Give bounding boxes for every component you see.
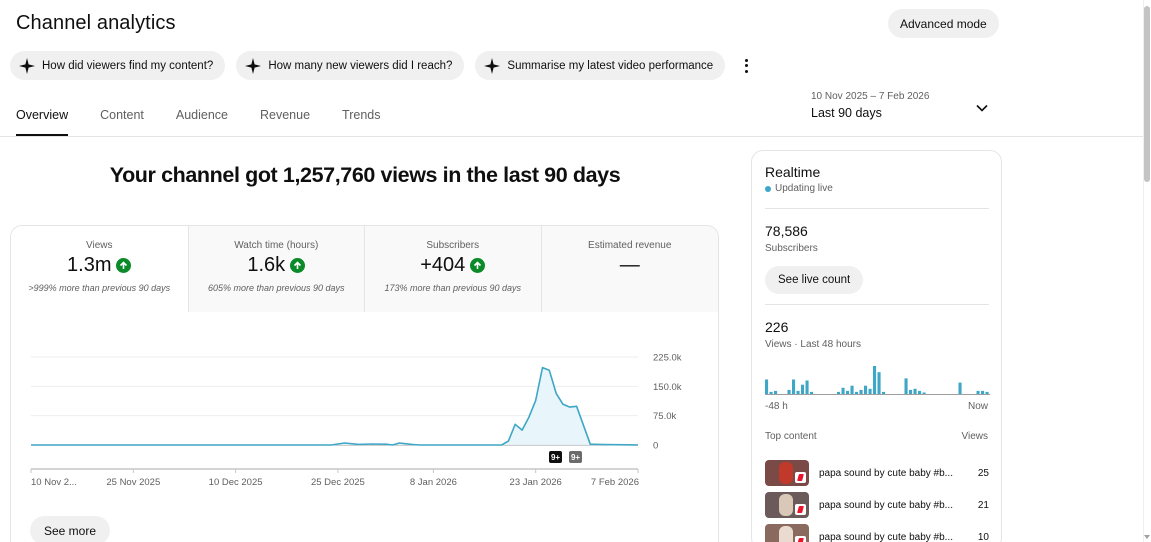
- svg-text:7 Feb 2026: 7 Feb 2026: [591, 477, 639, 488]
- video-marker-badge[interactable]: 9+: [549, 451, 562, 463]
- live-status: Updating live: [765, 183, 833, 194]
- video-title: papa sound by cute baby #b...: [819, 499, 953, 511]
- tab-overview[interactable]: Overview: [16, 100, 69, 136]
- video-title: papa sound by cute baby #b...: [819, 531, 953, 542]
- realtime-axis-start: -48 h: [765, 401, 788, 412]
- metric-label: Estimated revenue: [588, 240, 672, 251]
- video-marker-badge[interactable]: 9+: [569, 451, 582, 463]
- metric-comparison: 605% more than previous 90 days: [207, 283, 345, 293]
- svg-text:75.0k: 75.0k: [653, 411, 676, 422]
- metric-tabs: Views 1.3m >999% more than previous 90 d…: [11, 226, 718, 312]
- suggestion-chip-label: How many new viewers did I reach?: [268, 59, 453, 72]
- realtime-subscribers-value: 78,586: [765, 223, 808, 239]
- svg-text:150.0k: 150.0k: [653, 382, 682, 393]
- metric-value: —: [619, 254, 640, 276]
- video-thumbnail: [765, 492, 809, 518]
- top-content-header: Top content: [765, 431, 817, 442]
- realtime-views-bar-chart[interactable]: [765, 365, 990, 395]
- realtime-card: Realtime Updating live 78,586 Subscriber…: [751, 150, 1002, 542]
- video-thumbnail: [765, 524, 809, 542]
- metric-subscribers[interactable]: Subscribers +404 173% more than previous…: [364, 226, 541, 312]
- svg-text:0: 0: [653, 441, 658, 452]
- views-chart: 0 75.0k 150.0k 225.0k 10 Nov 2... 25 Nov 2025…: [11, 312, 719, 542]
- svg-text:225.0k: 225.0k: [653, 353, 682, 364]
- page-scrollbar-track[interactable]: [1143, 0, 1151, 542]
- suggestion-chip-new-viewers[interactable]: How many new viewers did I reach?: [236, 51, 465, 80]
- realtime-subscribers-label: Subscribers: [765, 243, 818, 254]
- top-content-row[interactable]: papa sound by cute baby #b... 21: [765, 492, 989, 518]
- video-views: 25: [977, 467, 989, 479]
- realtime-views-label: Views · Last 48 hours: [765, 339, 861, 350]
- tab-revenue[interactable]: Revenue: [260, 108, 311, 122]
- suggestion-chip-latest-video[interactable]: Summarise my latest video performance: [475, 51, 726, 80]
- metric-label: Subscribers: [426, 240, 480, 251]
- see-more-button[interactable]: See more: [30, 516, 111, 542]
- tab-audience[interactable]: Audience: [175, 108, 228, 122]
- trend-up-icon: [290, 258, 306, 273]
- video-views: 10: [977, 531, 989, 542]
- suggestion-chip-label: How did viewers find my content?: [42, 59, 214, 72]
- date-range-picker[interactable]: 10 Nov 2025 – 7 Feb 2026 Last 90 days: [811, 91, 929, 120]
- divider: [765, 208, 989, 209]
- metric-value: +404: [420, 254, 466, 276]
- views-line-chart[interactable]: 0 75.0k 150.0k 225.0k 10 Nov 2... 25 Nov 2025…: [11, 312, 719, 512]
- chevron-down-icon[interactable]: [975, 101, 989, 115]
- svg-text:25 Nov 2025: 25 Nov 2025: [106, 477, 160, 488]
- analytics-tabs: Overview Content Audience Revenue Trends: [16, 100, 413, 136]
- metric-watch-time[interactable]: Watch time (hours) 1.6k 605% more than p…: [187, 226, 364, 312]
- scroll-down-arrow-icon[interactable]: [1143, 534, 1151, 540]
- overview-card: Views 1.3m >999% more than previous 90 d…: [10, 225, 719, 542]
- realtime-axis-end: Now: [967, 401, 988, 412]
- svg-text:25 Dec 2025: 25 Dec 2025: [311, 477, 365, 488]
- shorts-icon: [795, 504, 806, 515]
- svg-text:23 Jan 2026: 23 Jan 2026: [510, 477, 562, 488]
- top-content-row[interactable]: papa sound by cute baby #b... 25: [765, 460, 989, 486]
- page-scrollbar-thumb[interactable]: [1144, 6, 1150, 182]
- live-status-text: Updating live: [775, 183, 833, 194]
- trend-up-icon: [116, 258, 132, 273]
- metric-views[interactable]: Views 1.3m >999% more than previous 90 d…: [11, 226, 188, 312]
- metric-value: 1.6k: [247, 254, 286, 276]
- live-dot-icon: [765, 185, 771, 192]
- svg-text:9+: 9+: [551, 453, 560, 462]
- video-title: papa sound by cute baby #b...: [819, 467, 953, 479]
- metric-label: Views: [86, 240, 113, 251]
- svg-text:10 Dec 2025: 10 Dec 2025: [209, 477, 263, 488]
- video-views: 21: [977, 499, 989, 511]
- kebab-menu-icon[interactable]: [736, 52, 756, 80]
- tab-content[interactable]: Content: [100, 108, 144, 122]
- date-range-label: Last 90 days: [811, 106, 882, 120]
- page-title: Channel analytics: [16, 12, 176, 34]
- svg-text:8 Jan 2026: 8 Jan 2026: [410, 477, 457, 488]
- shorts-icon: [795, 472, 806, 483]
- views-headline: Your channel got 1,257,760 views in the …: [109, 163, 621, 187]
- metric-estimated-revenue[interactable]: Estimated revenue —: [540, 226, 718, 312]
- see-live-count-button[interactable]: See live count: [765, 266, 864, 294]
- realtime-title: Realtime: [765, 164, 821, 180]
- video-thumbnail: [765, 460, 809, 486]
- advanced-mode-button[interactable]: Advanced mode: [888, 9, 999, 38]
- top-content-row[interactable]: papa sound by cute baby #b... 10: [765, 524, 989, 542]
- sparkle-icon: [19, 57, 35, 74]
- date-range-dates: 10 Nov 2025 – 7 Feb 2026: [811, 91, 930, 102]
- sparkle-icon: [484, 57, 501, 74]
- svg-text:9+: 9+: [571, 453, 580, 462]
- suggestion-chips: How did viewers find my content? How man…: [10, 51, 756, 80]
- metric-comparison: >999% more than previous 90 days: [28, 283, 171, 293]
- svg-text:10 Nov 2...: 10 Nov 2...: [31, 477, 77, 488]
- trend-up-icon: [470, 258, 486, 273]
- realtime-views-value: 226: [765, 319, 789, 335]
- top-content-views-header: Views: [961, 431, 989, 442]
- metric-comparison: 173% more than previous 90 days: [384, 283, 522, 293]
- suggestion-chip-label: Summarise my latest video performance: [507, 59, 714, 72]
- tabs-divider: [0, 136, 1143, 137]
- metric-value: 1.3m: [67, 254, 112, 276]
- metric-label: Watch time (hours): [234, 240, 319, 251]
- sparkle-icon: [245, 57, 262, 74]
- tab-trends[interactable]: Trends: [342, 108, 381, 122]
- suggestion-chip-traffic[interactable]: How did viewers find my content?: [10, 51, 226, 80]
- divider: [765, 304, 989, 305]
- shorts-icon: [795, 536, 806, 542]
